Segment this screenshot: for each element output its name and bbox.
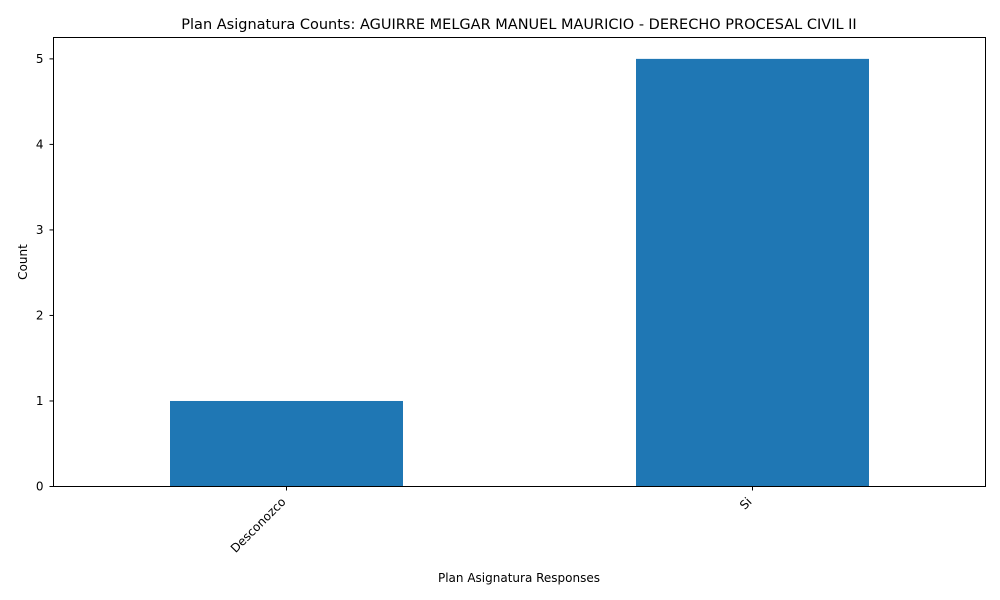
- y-tick-label: 5: [36, 52, 44, 66]
- bar-si: [636, 58, 869, 487]
- y-axis-label: Count: [16, 244, 30, 280]
- y-tick-label: 3: [36, 223, 44, 237]
- bar-desconozco: [170, 400, 403, 487]
- x-axis: Desconozco Si: [228, 486, 755, 556]
- chart-title: Plan Asignatura Counts: AGUIRRE MELGAR M…: [181, 17, 856, 33]
- x-axis-label: Plan Asignatura Responses: [438, 571, 600, 585]
- x-tick-label-desconozco: Desconozco: [228, 495, 289, 556]
- plot-frame: [53, 37, 986, 487]
- bars-group: [170, 58, 869, 487]
- y-tick-label: 2: [36, 308, 44, 322]
- x-tick-label-si: Si: [737, 495, 755, 513]
- y-tick-label: 1: [36, 394, 44, 408]
- y-tick-label: 4: [36, 137, 44, 151]
- y-axis: 0 1 2 3 4 5: [36, 52, 54, 494]
- y-tick-label: 0: [36, 480, 44, 494]
